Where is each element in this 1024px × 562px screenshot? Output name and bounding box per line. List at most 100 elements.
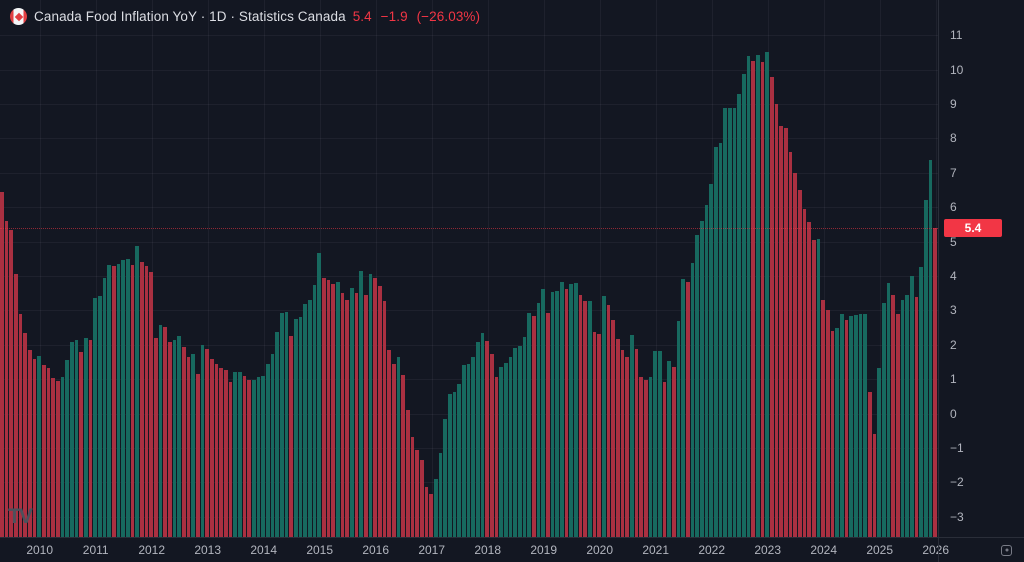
data-bar <box>452 391 457 537</box>
x-axis-label: 2023 <box>754 543 782 557</box>
data-bar <box>662 381 667 537</box>
data-bar <box>886 282 891 537</box>
x-axis-label: 2010 <box>26 543 54 557</box>
y-axis-label: 3 <box>950 303 957 318</box>
data-bar <box>784 128 788 537</box>
data-bar <box>88 340 93 537</box>
data-bar <box>504 362 508 537</box>
symbol-header[interactable]: Canada Food Inflation YoY · 1D · Statist… <box>10 8 485 25</box>
data-bar <box>14 273 18 537</box>
data-bar <box>807 221 811 537</box>
vgridline <box>599 0 601 537</box>
data-bar <box>60 377 65 537</box>
data-bar <box>303 304 307 537</box>
data-bar <box>760 61 765 537</box>
gear-icon[interactable] <box>1001 544 1012 556</box>
price-axis[interactable]: 5.4 11 10 9 8 7 6 5 4 3 2 1 0 −1 −2 −3 <box>938 0 1024 537</box>
data-bar <box>196 373 200 537</box>
tradingview-logo[interactable]: TV <box>8 505 33 528</box>
x-axis-label: 2015 <box>306 543 334 557</box>
data-bar <box>158 325 163 537</box>
data-bar <box>802 208 807 537</box>
x-axis-label: 2013 <box>194 543 222 557</box>
data-bar <box>723 108 727 537</box>
data-bar <box>588 300 592 537</box>
data-bar <box>205 348 209 537</box>
data-bar <box>434 478 438 537</box>
vgridline <box>543 0 545 537</box>
symbol-quote: 5.4 −1.9 (−26.03%) <box>353 9 485 24</box>
symbol-title[interactable]: Canada Food Inflation YoY · 1D · Statist… <box>34 9 346 24</box>
data-bar <box>854 315 858 537</box>
data-bar <box>18 314 23 537</box>
data-bar <box>219 368 223 537</box>
data-bar <box>714 146 718 537</box>
y-axis-label: −2 <box>950 475 964 490</box>
data-bar <box>891 295 895 537</box>
data-bar <box>280 313 284 537</box>
data-bar <box>513 348 517 537</box>
data-bar <box>900 300 905 537</box>
data-bar <box>742 73 746 537</box>
x-axis-label: 2017 <box>418 543 446 557</box>
hgridline <box>0 69 938 71</box>
data-bar <box>345 299 349 537</box>
data-bar <box>84 337 88 537</box>
change-value: −1.9 <box>380 9 408 24</box>
x-axis-label: 2020 <box>586 543 614 557</box>
data-bar <box>476 341 480 537</box>
data-bar <box>485 340 489 537</box>
x-axis-label: 2025 <box>866 543 894 557</box>
data-bar <box>877 367 881 537</box>
data-bar <box>728 108 732 537</box>
data-bar <box>233 371 237 537</box>
data-bar <box>653 350 657 537</box>
data-bar <box>378 286 382 537</box>
data-bar <box>172 340 177 537</box>
data-bar <box>555 291 559 537</box>
data-bar <box>522 336 527 537</box>
y-axis-label: 1 <box>950 372 957 387</box>
price-pane[interactable]: Canada Food Inflation YoY · 1D · Statist… <box>0 0 938 537</box>
data-bar <box>294 318 298 537</box>
data-bar <box>630 335 634 537</box>
data-bar <box>317 252 321 537</box>
y-axis-label: 6 <box>950 200 957 215</box>
data-bar <box>210 358 214 537</box>
data-bar <box>228 381 233 537</box>
data-bar <box>457 383 461 537</box>
x-axis-label: 2018 <box>474 543 502 557</box>
data-bar <box>574 282 578 537</box>
vgridline <box>151 0 153 537</box>
data-bar <box>126 258 130 537</box>
x-axis-label: 2024 <box>810 543 838 557</box>
data-bar <box>406 410 410 537</box>
data-bar <box>74 340 79 537</box>
data-bar <box>387 349 391 537</box>
data-bar <box>340 293 345 537</box>
data-bar <box>471 356 475 537</box>
data-bar <box>821 300 825 537</box>
canada-flag-icon <box>10 8 27 25</box>
hgridline <box>0 35 938 37</box>
data-bar <box>816 239 821 537</box>
data-bar <box>200 345 205 537</box>
data-bar <box>275 332 279 537</box>
data-bar <box>214 363 219 537</box>
vgridline <box>375 0 377 537</box>
data-bar <box>392 363 396 537</box>
data-bar <box>149 271 153 537</box>
data-bar <box>732 108 737 537</box>
x-axis-label: 2012 <box>138 543 166 557</box>
data-bar <box>121 260 125 537</box>
time-axis[interactable]: 2010 2011 2012 2013 2014 2015 2016 2017 2018 2019… <box>0 537 949 562</box>
data-bar <box>135 246 139 537</box>
data-bar <box>793 172 797 537</box>
data-bar <box>242 376 247 537</box>
y-axis-label: 7 <box>950 165 957 180</box>
data-bar <box>28 350 32 537</box>
data-bar <box>690 262 695 537</box>
data-bar <box>592 332 597 537</box>
data-bar <box>686 281 690 537</box>
